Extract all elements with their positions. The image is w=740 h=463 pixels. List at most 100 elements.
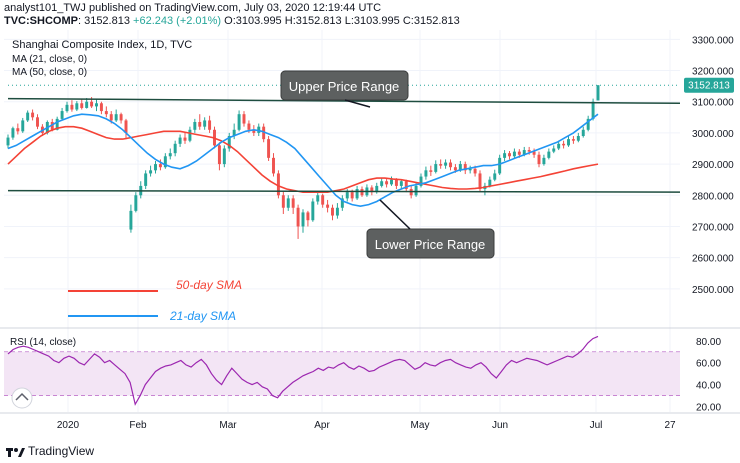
high-label: H:: [284, 15, 296, 27]
candle-body: [36, 117, 39, 127]
close-label: C:: [402, 15, 414, 27]
candle-body: [237, 114, 241, 130]
candle-body: [267, 139, 271, 158]
candle-body: [527, 150, 531, 152]
candle-body: [424, 170, 428, 177]
candle-body: [498, 157, 502, 174]
price-chart[interactable]: 3300.000 3200.000 3100.000 3000.000 2900.000…: [0, 0, 740, 438]
sma50-legend-label: 50-day SMA: [176, 278, 242, 292]
price-tick-label: 3300.000: [692, 35, 734, 46]
candle-body: [512, 151, 516, 157]
candle-body: [596, 85, 600, 101]
candle-body: [168, 153, 172, 157]
rsi-tick-label: 80.00: [696, 337, 721, 348]
chevron-up-icon[interactable]: [15, 392, 29, 401]
candle-body: [335, 207, 339, 216]
last-price-badge-bg: [684, 77, 734, 93]
candle-body: [16, 128, 20, 132]
candle-body: [262, 126, 266, 140]
candle-body: [414, 185, 418, 196]
candle-body: [547, 151, 551, 158]
time-tick-label: Jun: [492, 420, 508, 431]
chart-title: Shanghai Composite Index, 1D, TVC: [12, 39, 192, 51]
candle-body: [232, 129, 236, 137]
candle-body: [581, 129, 585, 137]
price-tick-label: 2800.000: [692, 191, 734, 202]
candle-body: [144, 173, 148, 186]
candle-body: [6, 137, 10, 146]
candle-body: [124, 120, 128, 133]
ma50-line: [7, 125, 599, 193]
candle-body: [286, 198, 290, 208]
time-tick-label: Jul: [590, 420, 603, 431]
last-price: 3152.813: [84, 15, 130, 27]
candle-body: [399, 181, 403, 186]
candle-body: [276, 173, 280, 196]
candle-body: [503, 153, 507, 158]
last-price-badge-text: 3152.813: [688, 81, 730, 92]
candle-body: [517, 151, 521, 155]
rsi-band: [4, 351, 680, 396]
candle-body: [217, 145, 221, 165]
sma21-legend-label: 21-day SMA: [169, 309, 236, 323]
candle-body: [419, 176, 423, 186]
candle-body: [478, 173, 482, 190]
candle-body: [75, 103, 79, 110]
candle-body: [183, 137, 187, 141]
candle-body: [394, 179, 398, 186]
candle-body: [434, 164, 438, 172]
open-value: 3103.995: [235, 15, 282, 27]
candle-body: [340, 198, 344, 208]
candle-body: [444, 162, 448, 166]
last-price-badge: 3152.813: [684, 77, 734, 93]
candle-body: [114, 114, 118, 121]
symbol: TVC:SHCOMP: [4, 15, 78, 27]
candle-body: [60, 111, 64, 119]
candle-body: [326, 204, 330, 208]
candle-body: [149, 170, 153, 174]
candle-body: [355, 189, 359, 199]
low-value: 3103.995: [353, 15, 400, 27]
lower-range-callout: Lower Price Range: [366, 199, 495, 259]
candle-body: [488, 179, 492, 186]
candle-body: [390, 179, 393, 185]
candle-body: [542, 157, 546, 165]
candle-body: [350, 192, 354, 199]
sma21-legend-annotation: 21-day SMA: [68, 309, 236, 323]
candle-body: [562, 143, 566, 146]
footer: TradingView: [0, 438, 740, 463]
candle-body: [404, 181, 408, 190]
upper-range-box: [280, 70, 409, 101]
time-tick-label: Apr: [314, 420, 330, 431]
candle-body: [439, 164, 443, 166]
candle-body: [370, 187, 374, 193]
close-value: 3152.813: [413, 15, 460, 27]
candle-body: [252, 129, 256, 133]
candle-body: [188, 129, 192, 141]
candle-body: [104, 111, 108, 115]
candle-body: [193, 121, 197, 130]
price-tick-label: 2600.000: [692, 254, 734, 265]
candle-body: [552, 148, 556, 152]
candle-body: [375, 185, 379, 193]
price-axis: 3300.000 3200.000 3100.000 3000.000 2900.000…: [692, 35, 734, 295]
upper-range-pointer: [344, 99, 371, 108]
candle-body: [468, 168, 472, 171]
candle-body: [242, 114, 246, 124]
candle-body: [119, 114, 123, 121]
candle-body: [109, 114, 113, 121]
rsi-line: [7, 335, 599, 406]
price-tick-label: 3200.000: [692, 67, 734, 78]
candle-body: [453, 167, 457, 171]
upper-range-label: Upper Price Range: [289, 79, 400, 94]
collapse-button[interactable]: [11, 387, 33, 409]
tradingview-brand: TradingView: [28, 444, 95, 458]
upper-range-callout: Upper Price Range: [280, 70, 409, 108]
candle-body: [85, 101, 89, 108]
candle-body: [11, 128, 15, 138]
collapse-button-bg[interactable]: [11, 387, 33, 409]
candle-body: [222, 148, 226, 165]
candle-body: [227, 136, 231, 149]
candle-body: [296, 207, 300, 227]
price-tick-label: 2700.000: [692, 222, 734, 233]
